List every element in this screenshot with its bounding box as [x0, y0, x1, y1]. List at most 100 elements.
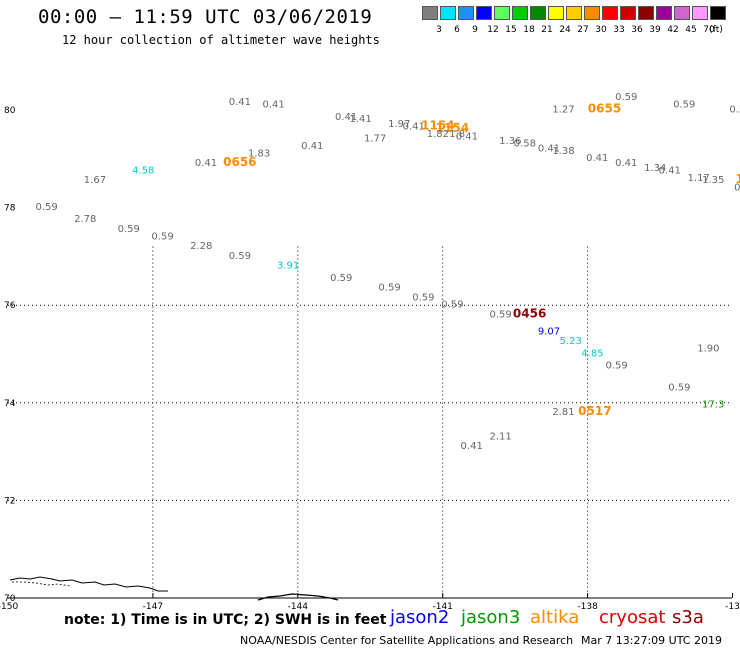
- observation-label: 0: [734, 183, 740, 194]
- observation-label: 1154: [421, 119, 454, 133]
- observation-label: 0.41: [615, 158, 637, 169]
- credit-timestamp: Mar 7 13:27:09 UTC 2019: [581, 634, 722, 647]
- observation-label: 1.27: [552, 104, 574, 115]
- observation-label: 0.41: [461, 441, 483, 452]
- lat-tick-label: 76: [4, 301, 16, 311]
- observation-label: 0.59: [490, 309, 512, 320]
- legend-label: 18: [523, 25, 535, 35]
- legend-label: 3: [436, 25, 442, 35]
- legend-label: 6: [454, 25, 460, 35]
- legend-swatch: [584, 6, 600, 20]
- observation-label: 0517: [578, 404, 611, 418]
- observation-label: 1.38: [552, 146, 574, 157]
- legend-swatch: [530, 6, 546, 20]
- legend-swatch: [566, 6, 582, 20]
- observation-label: 0.41: [263, 100, 285, 111]
- lon-tick-label: -147: [143, 602, 163, 612]
- legend-label: 21: [541, 25, 553, 35]
- legend-label: 27: [577, 25, 589, 35]
- legend-swatch: [476, 6, 492, 20]
- observation-label: 0.41: [659, 165, 681, 176]
- observation-label: 4.85: [581, 348, 603, 359]
- observation-label: 17.3: [702, 400, 724, 411]
- observation-label: 0.5: [729, 104, 740, 115]
- observation-label: 1.67: [84, 175, 106, 186]
- legend-label: 70: [703, 25, 715, 35]
- observation-label: 1154: [436, 121, 469, 135]
- legend-swatch: [458, 6, 474, 20]
- lat-tick-label: 70: [4, 594, 16, 604]
- legend-swatch: [440, 6, 456, 20]
- observation-label: 0.41: [195, 158, 217, 169]
- lon-tick-label: -150: [0, 602, 18, 612]
- legend-swatch: [512, 6, 528, 20]
- lon-tick-label: -144: [288, 602, 309, 612]
- legend-swatch: [548, 6, 564, 20]
- observation-label: 0.41: [538, 143, 560, 154]
- legend-swatch: [692, 6, 708, 20]
- observation-label: 9.07: [538, 326, 560, 337]
- lon-tick-label: -13: [725, 602, 740, 612]
- note-text: note: 1) Time is in UTC; 2) SWH is in fe…: [64, 612, 387, 628]
- observation-label: 0.59: [615, 92, 637, 103]
- observation-label: 0.41: [335, 112, 357, 123]
- legend-label: 12: [487, 25, 499, 35]
- satellite-s3a: s3a: [672, 607, 704, 628]
- observation-label: 1.77: [364, 134, 386, 145]
- coastline: [257, 593, 339, 601]
- observation-label: 0.41: [456, 131, 478, 142]
- lat-tick-label: 74: [4, 399, 16, 409]
- page-title: 00:00 — 11:59 UTC 03/06/2019: [38, 6, 373, 28]
- legend-swatch: [602, 6, 618, 20]
- observation-label: 1: [736, 172, 740, 186]
- legend-label: 33: [613, 25, 625, 35]
- observation-label: 1.82: [427, 129, 449, 140]
- legend-label: 36: [631, 25, 643, 35]
- observation-label: 0.41: [301, 141, 323, 152]
- observation-label: 0.41: [403, 122, 425, 133]
- observation-label: 0.59: [151, 231, 173, 242]
- legend-swatch: [638, 6, 654, 20]
- observation-label: 4.58: [132, 165, 154, 176]
- legend-label: 30: [595, 25, 607, 35]
- observation-label: 1.35: [702, 175, 724, 186]
- satellite-jason2: jason2: [390, 607, 450, 628]
- lon-tick-label: -138: [577, 602, 598, 612]
- observation-label: 1.83: [248, 148, 270, 159]
- legend-swatch: [656, 6, 672, 20]
- legend-swatch: [494, 6, 510, 20]
- legend-label: 24: [559, 25, 571, 35]
- lon-tick-label: -141: [432, 602, 452, 612]
- observation-label: 0.41: [586, 153, 608, 164]
- observation-label: 0.59: [668, 383, 690, 394]
- observation-label: 0655: [588, 101, 621, 115]
- legend-swatch: [674, 6, 690, 20]
- coastline: [9, 576, 168, 592]
- satellite-jason3: jason3: [461, 607, 521, 628]
- observation-label: 1.34: [644, 163, 666, 174]
- observation-label: 0.59: [378, 283, 400, 294]
- observation-label: 0.58: [514, 139, 536, 150]
- legend-unit: (ft): [709, 25, 723, 35]
- coastline: [12, 581, 71, 587]
- observation-label: 1.8: [449, 129, 465, 140]
- lat-tick-label: 72: [4, 496, 15, 506]
- observation-label: 2.78: [74, 214, 96, 225]
- observation-label: 5.23: [560, 336, 582, 347]
- legend-label: 15: [505, 25, 517, 35]
- observation-label: 3.91: [277, 261, 299, 272]
- legend-label: 39: [649, 25, 661, 35]
- lat-tick-label: 80: [4, 106, 16, 116]
- observation-label: 0.59: [330, 273, 352, 284]
- observation-label: 0.59: [673, 100, 695, 111]
- observation-label: 0.59: [441, 300, 463, 311]
- legend-label: 9: [472, 25, 478, 35]
- observation-label: 0656: [223, 155, 256, 169]
- legend-label: 42: [667, 25, 679, 35]
- observation-label: 0.59: [605, 361, 627, 372]
- observation-label: 1.36: [499, 136, 521, 147]
- observation-label: 2.81: [552, 407, 574, 418]
- observation-label: 1.97: [388, 119, 410, 130]
- legend-label: 45: [685, 25, 697, 35]
